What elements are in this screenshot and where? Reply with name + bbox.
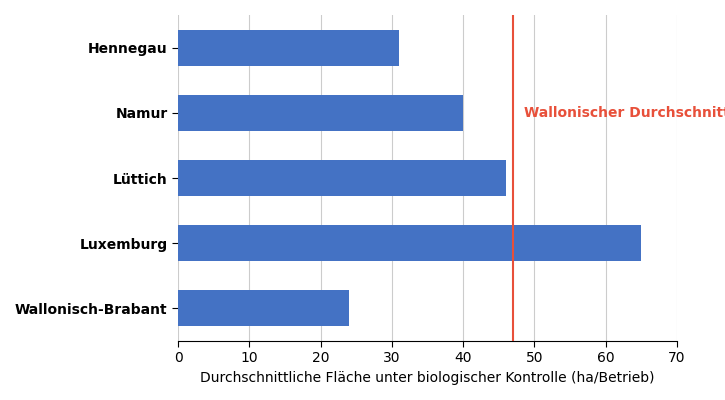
Bar — [178, 30, 399, 66]
Bar — [178, 95, 463, 131]
Text: Wallonischer Durchschnitt: Wallonischer Durchschnitt — [523, 106, 725, 120]
Bar — [178, 225, 641, 261]
Bar — [178, 290, 349, 326]
X-axis label: Durchschnittliche Fläche unter biologischer Kontrolle (ha/Betrieb): Durchschnittliche Fläche unter biologisc… — [200, 371, 655, 385]
Bar — [178, 160, 506, 196]
